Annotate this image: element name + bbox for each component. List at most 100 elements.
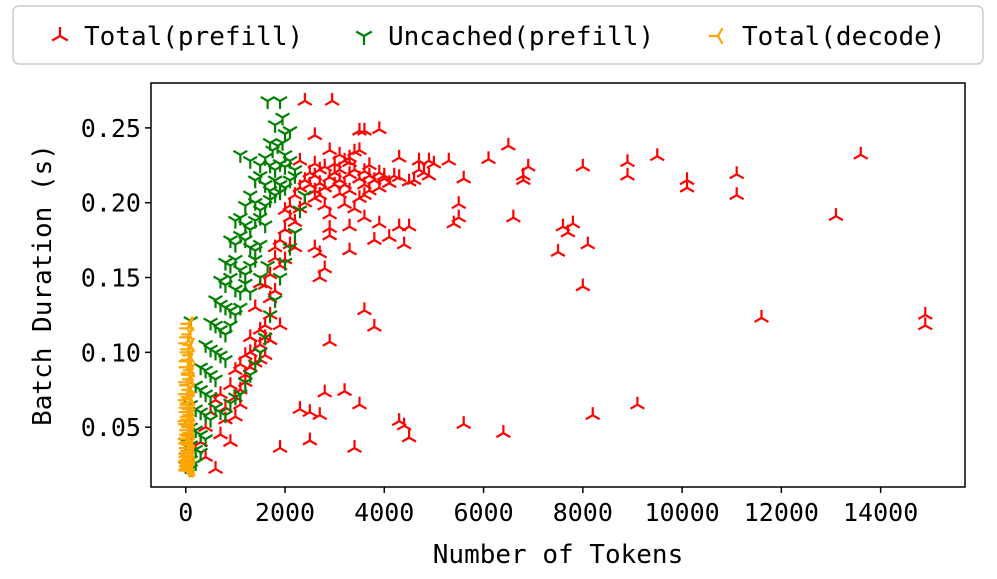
data-point [242, 287, 258, 301]
data-point [232, 302, 248, 316]
y-tick-label: 0.05 [81, 413, 141, 442]
data-point [312, 269, 328, 283]
data-point [297, 190, 313, 204]
x-tick-label: 0 [178, 498, 193, 527]
data-point [337, 196, 353, 210]
legend-label-total-prefill: Total(prefill) [84, 22, 303, 52]
data-point [292, 152, 308, 166]
data-point [426, 155, 442, 169]
data-point [287, 170, 303, 184]
data-point [322, 333, 338, 347]
data-point [317, 179, 333, 193]
x-tick-label: 10000 [644, 498, 719, 527]
data-point [287, 227, 303, 241]
data-point [620, 167, 635, 181]
data-point [257, 277, 273, 290]
data-point [322, 227, 338, 241]
data-point [396, 417, 412, 431]
data-point [451, 209, 467, 223]
data-point [396, 236, 412, 250]
y-tick-label: 0.10 [81, 338, 141, 367]
data-point [252, 272, 268, 286]
data-point [451, 196, 467, 210]
legend-marker-glyph [355, 30, 373, 45]
data-point [322, 142, 338, 156]
data-point [267, 295, 283, 308]
y-tick-label: 0.25 [81, 114, 141, 143]
data-point [371, 215, 387, 229]
data-point [351, 396, 367, 410]
data-point [260, 96, 276, 109]
data-point [227, 362, 243, 376]
plot-area: 0 2000 4000 6000 8000 10000 12000 14000 0.05 0.1… [81, 82, 966, 527]
data-point [411, 161, 427, 175]
x-tick-label: 12000 [744, 498, 819, 527]
data-point [307, 190, 323, 204]
x-tick-label: 4000 [354, 498, 414, 527]
data-point [322, 220, 338, 234]
data-point [356, 122, 372, 136]
data-point [272, 317, 288, 331]
data-point [237, 200, 253, 214]
data-point [381, 175, 397, 189]
data-point [217, 410, 233, 424]
data-point [242, 155, 258, 169]
data-point [421, 167, 437, 181]
data-point [275, 112, 291, 126]
x-axis-ticks: 0 2000 4000 6000 8000 10000 12000 14000 [178, 487, 918, 527]
data-point [232, 389, 248, 403]
legend-frame [12, 5, 984, 65]
data-point [342, 242, 358, 256]
data-point [222, 377, 238, 391]
data-point [247, 299, 263, 313]
data-point [257, 317, 273, 331]
data-point [371, 121, 387, 135]
data-point [208, 461, 224, 474]
data-point [292, 205, 308, 219]
data-point [213, 426, 228, 440]
data-point [208, 374, 224, 388]
data-point [282, 209, 298, 223]
data-point [620, 154, 635, 168]
data-point [227, 408, 243, 422]
legend-marker-total-prefill [51, 27, 69, 42]
data-point [262, 309, 278, 323]
data-point [322, 206, 338, 220]
data-point [481, 151, 496, 165]
data-point [401, 429, 417, 443]
data-point [242, 329, 258, 343]
x-tick-label: 14000 [843, 498, 918, 527]
data-point [500, 137, 516, 151]
data-point [515, 172, 531, 186]
data-point [317, 384, 333, 398]
data-point [391, 149, 407, 163]
data-point [203, 414, 219, 428]
data-point [232, 149, 248, 163]
data-point [267, 282, 283, 296]
y-axis-ticks: 0.05 0.10 0.15 0.20 0.25 [81, 114, 151, 442]
legend-marker-uncached-prefill [355, 30, 373, 45]
data-point [222, 320, 238, 334]
y-axis-label: Batch Duration (s) [28, 144, 58, 426]
data-point [247, 359, 263, 373]
legend-label-total-decode: Total(decode) [742, 22, 946, 52]
data-point [282, 125, 298, 139]
data-point [179, 320, 193, 336]
data-point [272, 272, 288, 286]
data-point [307, 127, 323, 141]
data-point [580, 236, 596, 250]
data-point [828, 208, 844, 222]
data-point [217, 354, 233, 368]
data-point [342, 182, 358, 196]
data-point [853, 146, 869, 160]
data-point [252, 347, 268, 361]
data-point [292, 401, 308, 415]
data-point [257, 332, 273, 346]
data-point [560, 224, 576, 238]
axes-frame [150, 82, 966, 488]
data-point [272, 187, 288, 201]
legend-marker-glyph [51, 27, 69, 42]
data-point [401, 218, 417, 232]
data-point [729, 187, 745, 201]
